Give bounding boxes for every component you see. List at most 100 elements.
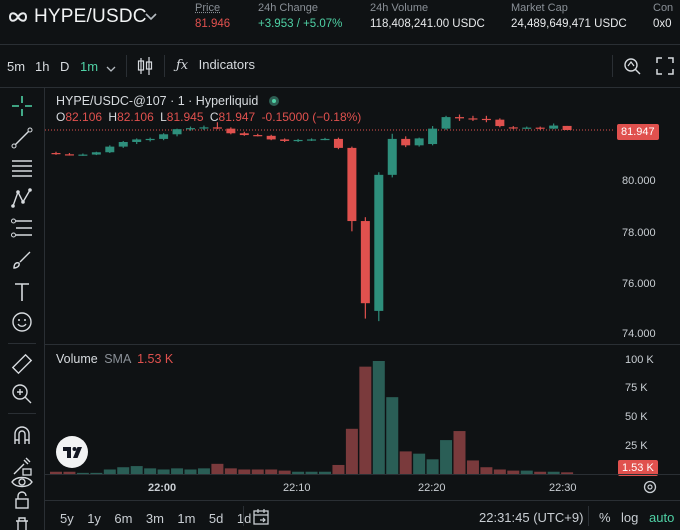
mcap-label: Market Cap — [511, 2, 568, 14]
volume-bar — [332, 464, 345, 474]
snapshot-icon[interactable] — [622, 56, 642, 76]
ohlc-legend: O82.106 H82.106 L81.945 C81.947 -0.15000… — [56, 110, 361, 124]
emoji-icon[interactable] — [10, 310, 34, 334]
candle-body — [481, 118, 491, 121]
candle-body — [226, 128, 236, 134]
candle-body — [320, 138, 330, 141]
candle-body — [239, 133, 249, 136]
chart-settings-icon[interactable] — [642, 479, 658, 495]
chart-legend: HYPE/USDC-@107 · 1 · Hyperliquid — [56, 92, 279, 110]
timeframe-d[interactable]: D — [60, 59, 70, 74]
fullscreen-icon[interactable] — [656, 57, 674, 75]
toolbar-divider — [126, 55, 127, 77]
chevron-down-icon[interactable] — [144, 10, 158, 22]
range-5d[interactable]: 5d — [208, 511, 224, 526]
brush-icon[interactable] — [10, 248, 34, 272]
candle-body — [159, 134, 169, 139]
fx-icon: ƒx — [176, 58, 189, 73]
range-3m[interactable]: 3m — [145, 511, 164, 526]
candle-body — [495, 119, 505, 127]
ruler-icon[interactable] — [10, 352, 34, 376]
volume-bar — [117, 467, 130, 474]
horizontal-lines-icon[interactable] — [10, 156, 34, 180]
log-toggle[interactable]: log — [621, 510, 639, 525]
lock-drawing-icon[interactable] — [10, 454, 34, 478]
candle-body — [508, 127, 518, 129]
volume-bar — [386, 397, 399, 474]
percent-toggle[interactable]: % — [599, 510, 611, 525]
candle-body — [132, 139, 142, 142]
hide-drawings-icon[interactable] — [10, 470, 34, 494]
timeframe-chevron-down-icon[interactable] — [106, 61, 116, 72]
pattern-icon[interactable] — [10, 186, 34, 210]
toolbar-divider-3 — [612, 55, 613, 77]
lock-icon[interactable] — [10, 488, 34, 512]
candle-body — [333, 138, 343, 148]
price-tick: 80.000 — [622, 175, 656, 187]
range-1y[interactable]: 1y — [87, 511, 101, 526]
volume-label: Volume — [56, 352, 98, 366]
volume-bar — [426, 459, 439, 474]
timeframe-1h[interactable]: 1h — [35, 59, 50, 74]
volume-bar — [345, 428, 358, 474]
volume-label: 24h Volume — [370, 2, 429, 14]
close-label: C — [209, 110, 219, 124]
pane-divider[interactable] — [45, 344, 680, 345]
volume-bar — [440, 440, 453, 474]
candle-body — [78, 154, 88, 156]
volume-bar — [466, 460, 479, 474]
candle-body — [199, 127, 209, 129]
candle-body — [280, 139, 290, 141]
symbol-label: HYPE/USDC-@107 · 1 · Hyperliquid — [56, 94, 259, 108]
status-dot-icon — [268, 96, 279, 106]
volume-tick: 75 K — [625, 382, 648, 394]
volume-bar — [130, 466, 143, 474]
candle-body — [549, 125, 559, 129]
header-bar: HYPE/USDC Price 81.946 24h Change +3.953… — [0, 0, 680, 44]
text-tool-icon[interactable] — [10, 280, 34, 304]
range-5y[interactable]: 5y — [60, 511, 74, 526]
candle-body — [387, 138, 397, 175]
volume-tick: 50 K — [625, 411, 648, 423]
fib-retracement-icon[interactable] — [10, 216, 34, 240]
pair-selector[interactable]: HYPE/USDC — [34, 6, 147, 28]
sma-value: 1.53 K — [137, 352, 174, 366]
high-value: 82.106 — [117, 110, 154, 124]
range-6m[interactable]: 6m — [114, 511, 133, 526]
candle-body — [145, 138, 155, 141]
range-1d[interactable]: 1d — [236, 511, 252, 526]
candle-body — [468, 118, 478, 120]
trash-icon[interactable] — [10, 514, 34, 530]
candle-body — [428, 128, 438, 145]
magnet-icon[interactable] — [10, 424, 34, 448]
range-1m[interactable]: 1m — [177, 511, 196, 526]
candle-body — [535, 127, 545, 129]
goto-date-icon[interactable] — [252, 508, 270, 526]
candle-body — [522, 127, 532, 129]
candle-body — [307, 139, 317, 141]
close-value: 81.947 — [218, 110, 256, 124]
volume-legend: Volume SMA 1.53 K — [56, 352, 173, 366]
candle-body — [441, 117, 451, 129]
contract-value: 0x0 — [653, 18, 672, 30]
auto-toggle[interactable]: auto — [649, 510, 675, 525]
candle-body — [212, 127, 222, 129]
zoom-in-icon[interactable] — [10, 382, 34, 406]
volume-bar — [211, 463, 224, 474]
price-tick: 76.000 — [622, 278, 656, 290]
timeframe-5m[interactable]: 5m — [7, 59, 26, 74]
crosshair-icon[interactable] — [10, 94, 34, 118]
current-price-badge: 81.947 — [617, 124, 659, 140]
candle-body — [266, 135, 276, 140]
current-volume-badge: 1.53 K — [618, 460, 658, 476]
change-value-legend: -0.15000 (−0.18%) — [261, 110, 362, 124]
candle-body — [253, 135, 263, 137]
timeframe-1m[interactable]: 1m — [80, 59, 99, 74]
high-label: H — [108, 110, 118, 124]
trend-line-icon[interactable] — [10, 126, 34, 150]
candle-body — [414, 138, 424, 146]
indicators-button[interactable]: ƒx Indicators — [176, 56, 266, 76]
clock[interactable]: 22:31:45 (UTC+9) — [479, 510, 584, 525]
tradingview-logo-icon[interactable] — [56, 436, 88, 468]
candlestick-type-icon[interactable] — [136, 55, 154, 77]
